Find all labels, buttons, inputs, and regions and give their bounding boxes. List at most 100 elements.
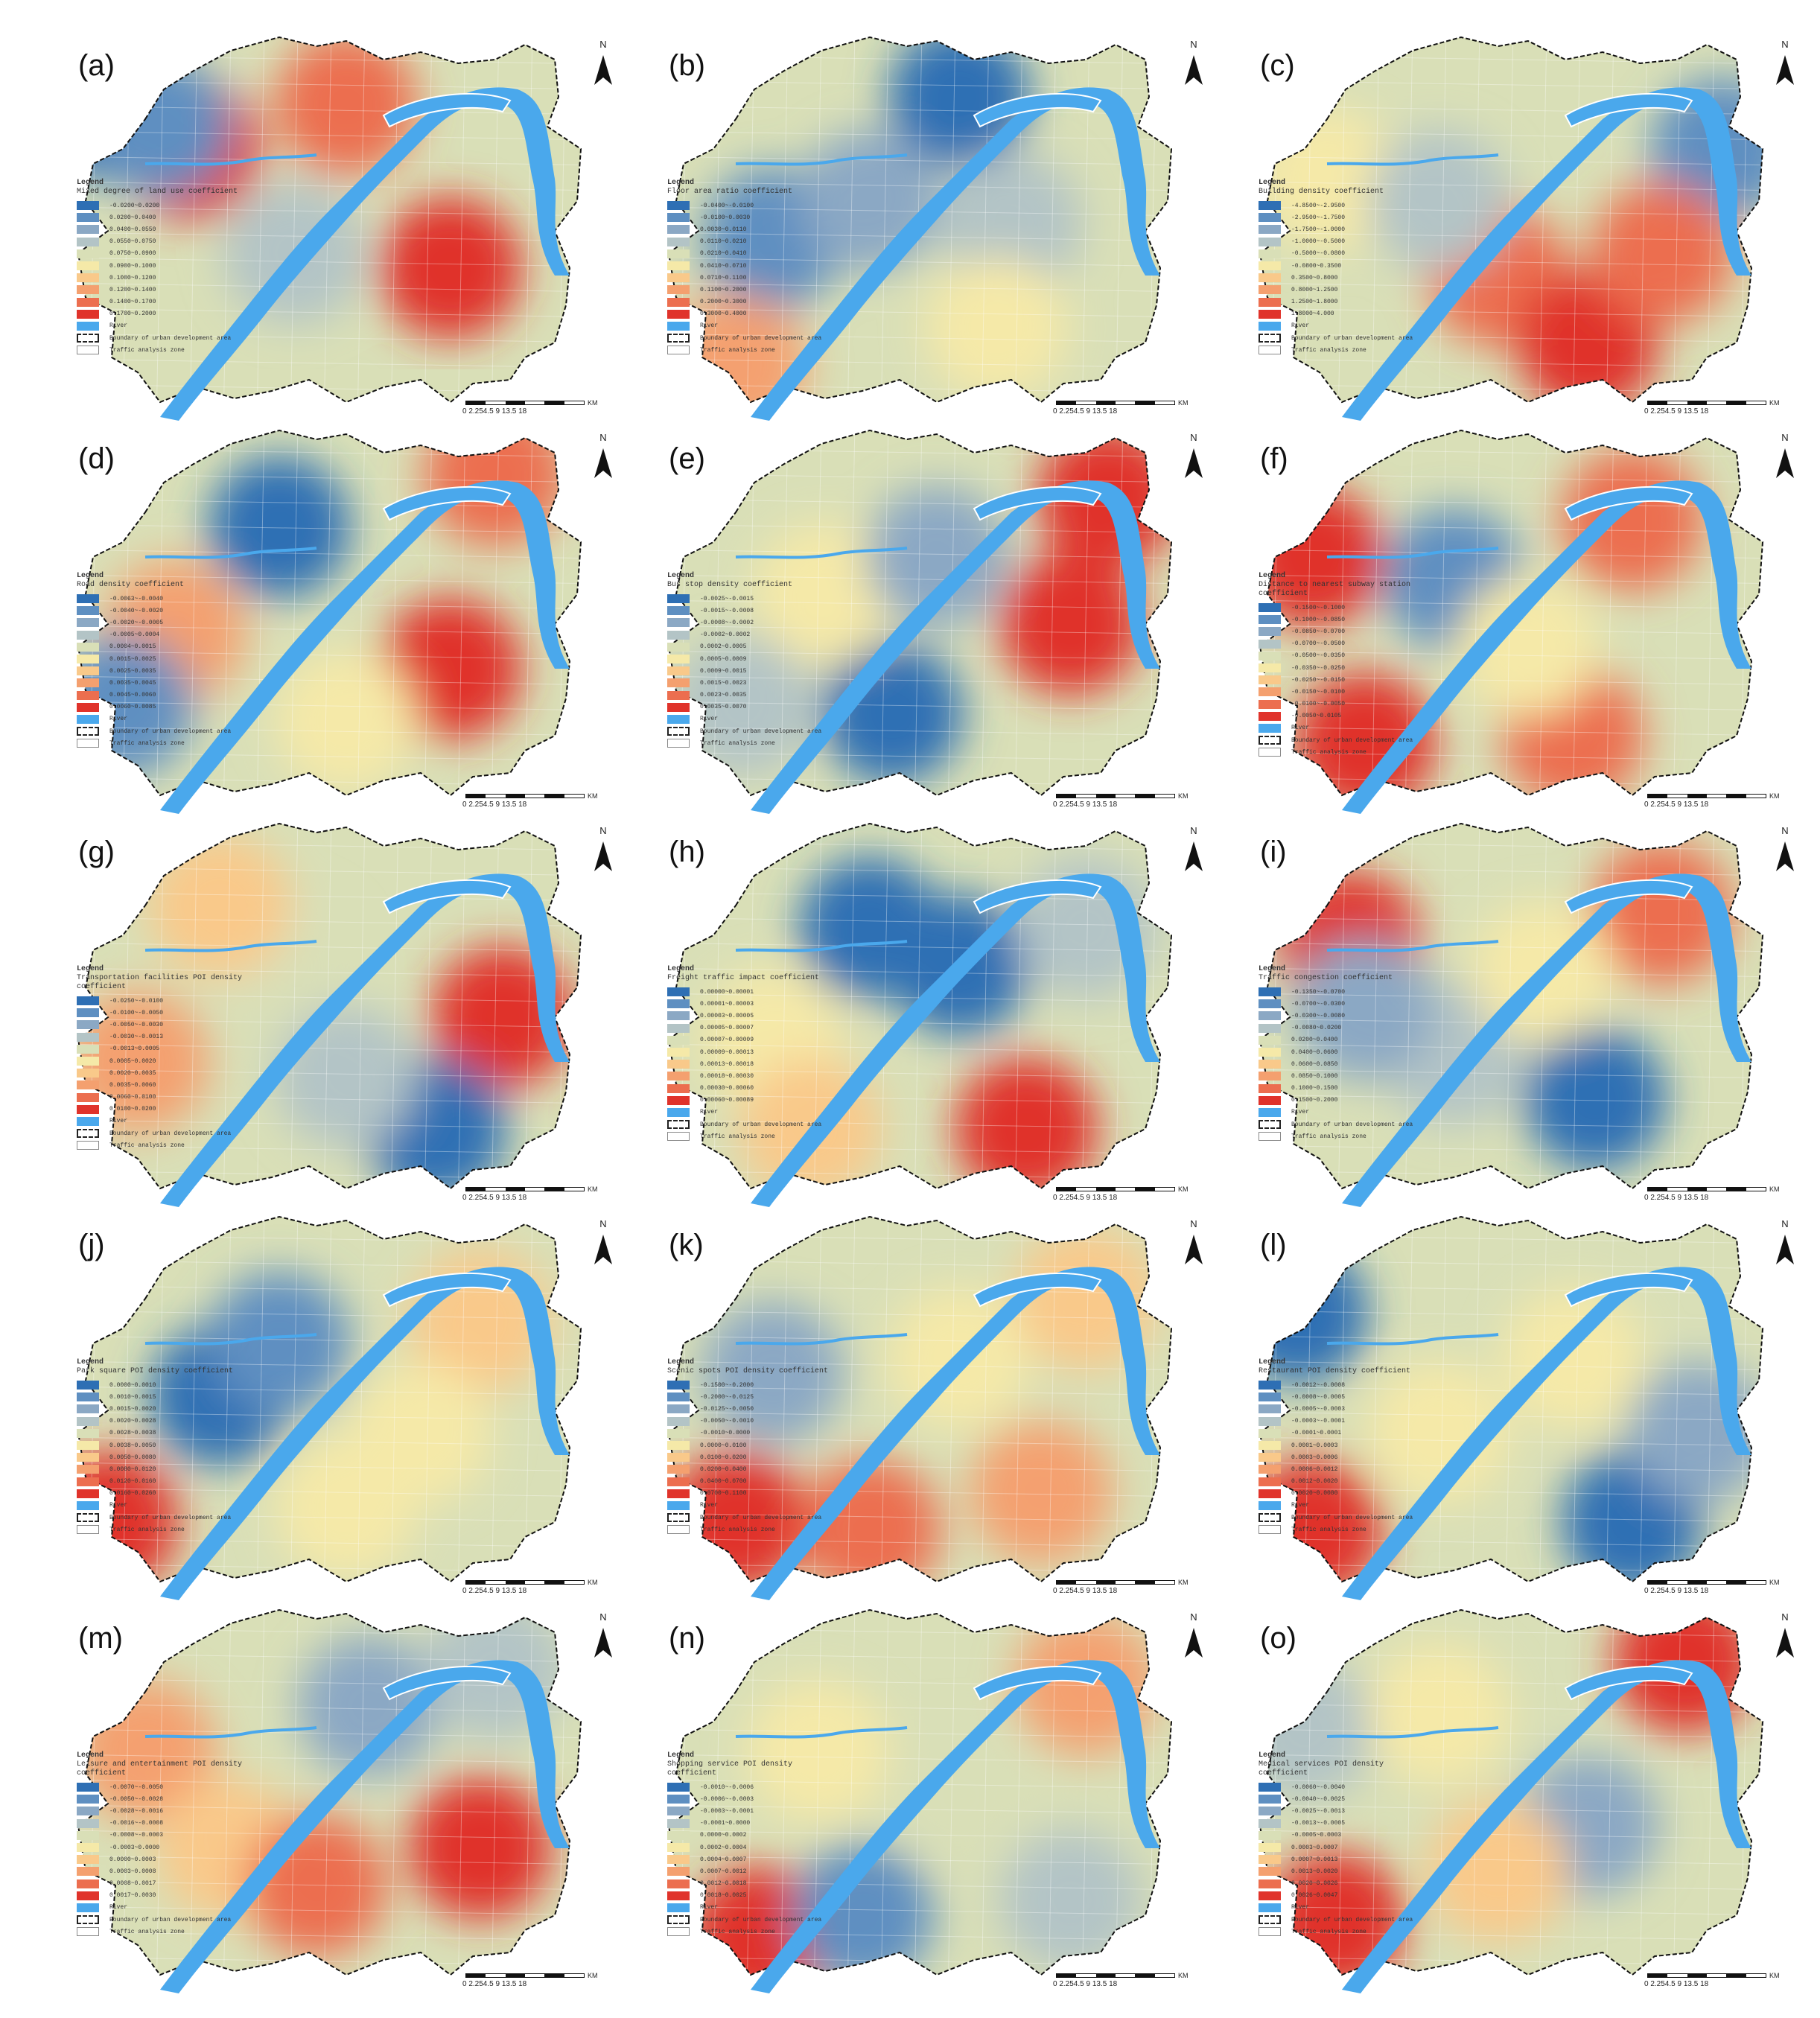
tributary-river — [735, 1333, 908, 1346]
legend-swatch — [77, 1795, 99, 1804]
legend-river-label: River — [700, 716, 719, 723]
legend-boundary-row: Boundary of urban development area — [1259, 734, 1430, 746]
scale-segment — [1076, 795, 1096, 798]
scale-ticks: 0 2.254.5 9 13.5 18 — [1644, 800, 1709, 809]
zone-boundary-line — [1260, 232, 1763, 242]
legend-class-row: 0.0400~0.0700 — [667, 1476, 839, 1488]
zone-boundary-line — [1539, 824, 1547, 1188]
legend-class-range: -0.0125~-0.0050 — [700, 1405, 754, 1413]
legend-class-range: -0.1000~-0.0850 — [1291, 616, 1346, 623]
legend-class-row: 0.0080~0.0120 — [77, 1463, 248, 1475]
scale-segment — [466, 1188, 486, 1191]
legend-zone-row: Traffic analysis zone — [1259, 1524, 1430, 1535]
panel-label: (j) — [78, 1229, 105, 1261]
zone-boundary-line — [78, 156, 581, 166]
legend-class-range: -0.2000~-0.0125 — [700, 1393, 754, 1401]
north-arrow-icon: N — [1179, 1611, 1209, 1664]
zone-boundary-line — [669, 37, 1171, 39]
legend-class-row: -0.0080~0.0200 — [1259, 1022, 1430, 1034]
legend-class-row: -0.0006~-0.0003 — [667, 1793, 839, 1805]
legend-class-range: 0.0007~0.0012 — [700, 1868, 747, 1875]
legend-river-row: River — [667, 320, 839, 332]
legend-class-row: 0.0000~0.0002 — [667, 1830, 839, 1842]
zone-boundary-line — [880, 824, 889, 1188]
arrow-icon — [1185, 1235, 1203, 1264]
choropleth-map — [1259, 36, 1764, 421]
legend-boundary-label: Boundary of urban development area — [700, 1514, 822, 1521]
legend-swatch — [77, 1404, 99, 1414]
legend-class-range: -0.0200~0.0200 — [109, 202, 160, 209]
zone-boundary-line — [746, 430, 755, 795]
legend-swatch — [1259, 1867, 1281, 1877]
legend-zone-label: Traffic analysis zone — [1291, 748, 1366, 756]
panel-label: (b) — [669, 49, 705, 82]
legend-swatch — [77, 1830, 99, 1840]
legend-swatch — [1259, 1107, 1281, 1117]
zone-boundary-line — [669, 917, 1171, 927]
zone-boundary-line — [669, 1217, 1171, 1219]
development-area-boundary — [1259, 1608, 1764, 1976]
scale-segment — [1726, 795, 1746, 798]
zone-boundary-line — [1260, 430, 1763, 433]
legend-class-row: 0.00060~0.00089 — [667, 1095, 839, 1107]
legend-class-row: -0.1350~-0.0700 — [1259, 986, 1430, 998]
coefficient-cluster — [276, 1006, 417, 1148]
legend-swatch — [1259, 1048, 1281, 1057]
north-arrow-icon: N — [1179, 1218, 1209, 1270]
legend-class-range: 0.0710~0.1100 — [700, 274, 747, 281]
zone-boundary-line — [256, 824, 265, 1188]
legend-river-label: River — [109, 322, 128, 330]
legend-class-row: 0.0023~0.0035 — [667, 690, 839, 701]
legend-swatch — [667, 309, 690, 319]
legend-swatch — [667, 1843, 690, 1853]
zone-boundary-line — [256, 1217, 265, 1582]
legend-swatch — [667, 1465, 690, 1474]
legend-class-row: -0.5000~-0.0800 — [1259, 248, 1430, 260]
coefficient-cluster — [209, 1273, 350, 1414]
legend-swatch — [1259, 201, 1281, 211]
legend-class-range: 0.0550~0.0750 — [109, 238, 156, 246]
zone-boundary-line — [1539, 1610, 1547, 1975]
legend-class-range: 0.0038~0.0050 — [109, 1442, 156, 1449]
zone-boundary-line — [1014, 430, 1023, 795]
zone-boundary-line — [1371, 1610, 1380, 1975]
legend-swatch — [667, 1107, 690, 1117]
legend-swatch — [1259, 1915, 1281, 1925]
zone-boundary-line — [947, 1610, 956, 1975]
development-area-boundary — [667, 1608, 1173, 1976]
scale-ticks: 0 2.254.5 9 13.5 18 — [1053, 1980, 1118, 1988]
legend-class-range: 0.3500~0.8000 — [1291, 274, 1338, 281]
scale-ticks: 0 2.254.5 9 13.5 18 — [1053, 1587, 1118, 1595]
scale-segment — [1746, 401, 1766, 404]
zone-boundary-line — [669, 1610, 1171, 1612]
scale-ticks: 0 2.254.5 9 13.5 18 — [1644, 1980, 1709, 1988]
coefficient-cluster — [1502, 1287, 1644, 1429]
panel-label: (e) — [669, 442, 705, 475]
scale-segment — [505, 1974, 525, 1977]
legend-zone-row: Traffic analysis zone — [77, 1524, 248, 1535]
legend-class-range: 1.2500~1.8000 — [1291, 299, 1338, 306]
river-island — [382, 92, 512, 128]
scale-unit: KM — [1178, 1972, 1189, 1979]
legend-swatch — [667, 1927, 690, 1937]
scale-segment — [1115, 1188, 1136, 1191]
legend-swatch — [77, 1129, 99, 1139]
scale-segment — [1687, 795, 1707, 798]
scale-segment — [1648, 1974, 1668, 1977]
scale-segment — [1095, 1581, 1116, 1584]
legend-swatch — [667, 1083, 690, 1093]
scale-segment — [1746, 1581, 1766, 1584]
legend-class-row: 0.0850~0.1000 — [1259, 1070, 1430, 1082]
legend-river-row: River — [667, 1107, 839, 1118]
scale-segment — [564, 401, 584, 404]
legend-class-range: 0.0003~0.0007 — [1291, 1844, 1338, 1851]
river-island — [973, 486, 1102, 521]
legend-swatch — [77, 1903, 99, 1912]
scale-segment — [1154, 1581, 1174, 1584]
scale-segment — [1095, 1188, 1116, 1191]
legend-zone-row: Traffic analysis zone — [77, 737, 248, 749]
legend-swatch — [667, 594, 690, 604]
legend-swatch — [667, 334, 690, 343]
scale-segment — [1667, 401, 1687, 404]
north-arrow-icon: N — [588, 39, 618, 91]
